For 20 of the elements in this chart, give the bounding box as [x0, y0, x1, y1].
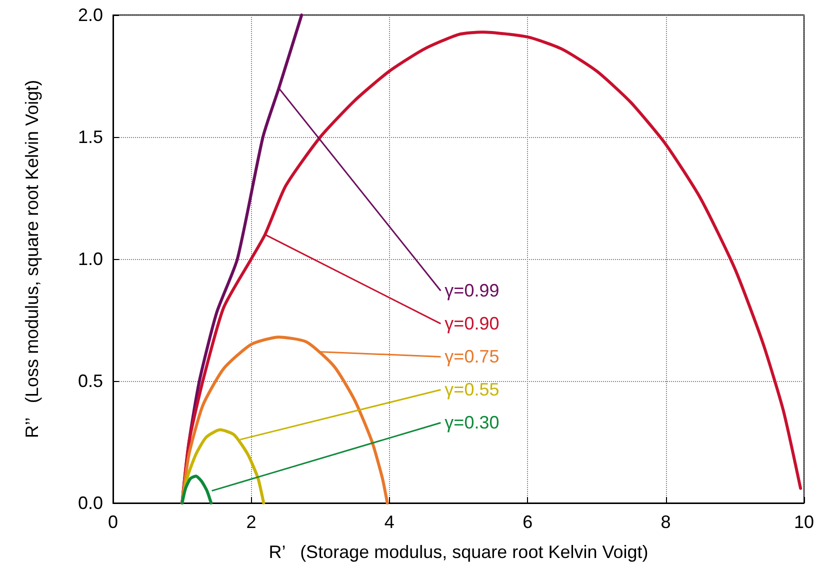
- y-tick-label: 0.5: [78, 371, 103, 391]
- annotation: γ=0.90: [444, 314, 500, 334]
- y-tick-label: 1.5: [78, 127, 103, 147]
- x-axis-title: R’ (Storage modulus, square root Kelvin Voigt): [268, 542, 648, 562]
- annotation: γ=0.55: [444, 380, 500, 400]
- line-series: [180, 474, 213, 504]
- x-tick-label: 10: [794, 512, 814, 532]
- x-tick-label: 8: [660, 512, 671, 532]
- y-tick-label: 0.0: [78, 493, 103, 513]
- annotation: γ=0.99: [444, 280, 500, 301]
- y-tick-label: 2.0: [78, 5, 103, 25]
- x-tick-label: 6: [522, 512, 533, 532]
- x-tick-label: 0: [108, 512, 118, 532]
- y-tick-label: 1.0: [78, 249, 103, 269]
- y-axis-title: R’’ (Loss modulus, square root Kelvin Voigt): [22, 80, 42, 438]
- annotation: γ=0.75: [444, 346, 500, 367]
- annotation: γ=0.30: [444, 412, 500, 433]
- x-tick-label: 4: [384, 512, 394, 532]
- x-tick-label: 2: [246, 512, 256, 532]
- line-series: [180, 30, 802, 504]
